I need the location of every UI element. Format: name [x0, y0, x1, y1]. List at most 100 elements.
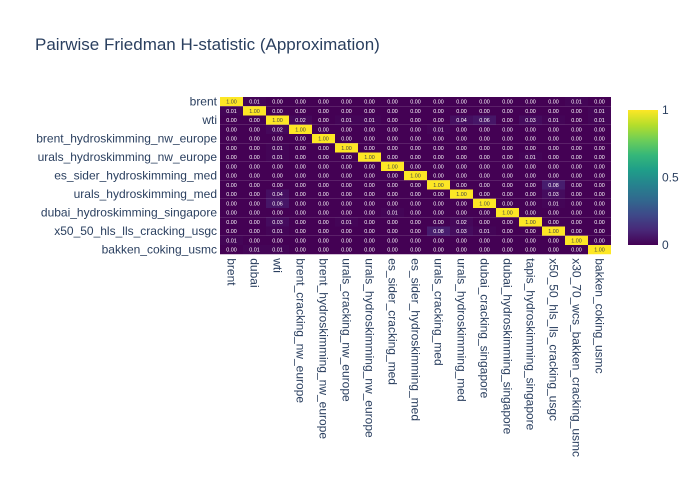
heatmap-cell: [427, 208, 450, 218]
heatmap-cell: [404, 97, 427, 107]
heatmap-cell-label: 0.00: [594, 146, 605, 152]
heatmap-cell: [381, 208, 404, 218]
heatmap-cell-label: 0.00: [387, 238, 398, 244]
heatmap-cell-label: 0.00: [594, 229, 605, 235]
heatmap-cell: [519, 235, 542, 245]
heatmap-cell: [335, 245, 358, 255]
heatmap-cell: [358, 171, 381, 181]
heatmap-cell-label: 1.00: [272, 118, 283, 124]
heatmap-cell: [220, 143, 243, 153]
heatmap-cell: [519, 217, 542, 227]
heatmap-cell-label: 0.00: [479, 238, 490, 244]
heatmap-cell: [496, 180, 519, 190]
heatmap-cell-label: 0.00: [410, 238, 421, 244]
heatmap-cell: [266, 97, 289, 107]
heatmap-cell-label: 0.00: [341, 100, 352, 106]
heatmap-cell-label: 0.00: [249, 229, 260, 235]
heatmap-cell-label: 0.00: [249, 137, 260, 143]
heatmap-cell: [542, 171, 565, 181]
heatmap-cell-label: 0.00: [502, 238, 513, 244]
heatmap-cell: [220, 180, 243, 190]
heatmap-cell-label: 0.00: [272, 174, 283, 180]
heatmap-cell: [243, 161, 266, 171]
heatmap-cell: [565, 189, 588, 199]
heatmap-cell-label: 0.00: [594, 137, 605, 143]
heatmap-cell-label: 0.00: [502, 100, 513, 106]
heatmap-cell: [473, 180, 496, 190]
heatmap-cell-label: 1.00: [502, 211, 513, 217]
heatmap-cell-label: 0.00: [318, 155, 329, 161]
heatmap-cell: [404, 189, 427, 199]
heatmap-cell: [404, 143, 427, 153]
heatmap-cell-label: 0.00: [433, 137, 444, 143]
heatmap-cell-label: 0.00: [571, 192, 582, 198]
heatmap-cell-label: 0.00: [594, 183, 605, 189]
heatmap-cell: [519, 124, 542, 134]
heatmap-cell: [266, 134, 289, 144]
heatmap-cell: [542, 152, 565, 162]
x-tick-label: dubai_cracking_singapore: [478, 258, 492, 398]
heatmap-cell-label: 0.00: [318, 238, 329, 244]
heatmap-cell: [473, 161, 496, 171]
heatmap-cell-label: 0.00: [594, 174, 605, 180]
heatmap-cell: [427, 189, 450, 199]
heatmap-cell-label: 0.00: [525, 192, 536, 198]
heatmap-cell-label: 0.06: [479, 118, 490, 124]
heatmap-cell-label: 0.00: [502, 146, 513, 152]
heatmap-cell-label: 0.00: [433, 109, 444, 115]
heatmap-cell-label: 0.00: [272, 137, 283, 143]
heatmap-cell-label: 0.01: [433, 127, 444, 133]
heatmap-cell-label: 0.00: [456, 201, 467, 207]
heatmap-cell-label: 0.00: [387, 248, 398, 254]
heatmap-cell-label: 0.00: [249, 238, 260, 244]
heatmap-cell: [427, 198, 450, 208]
heatmap-cell: [381, 124, 404, 134]
heatmap-cell-label: 0.00: [433, 100, 444, 106]
heatmap-cell-label: 0.01: [594, 109, 605, 115]
heatmap-cell: [243, 226, 266, 236]
heatmap-cell-label: 0.06: [272, 201, 283, 207]
heatmap-cell: [519, 115, 542, 125]
heatmap-cell: [404, 226, 427, 236]
y-tick-label: brent_hydroskimming_nw_europe: [36, 132, 217, 146]
heatmap-cell-label: 0.00: [410, 211, 421, 217]
heatmap-cell: [220, 235, 243, 245]
heatmap-cell: [427, 217, 450, 227]
heatmap-cell-label: 0.00: [433, 220, 444, 226]
heatmap-cell-label: 0.01: [249, 100, 260, 106]
heatmap-cell-label: 0.00: [502, 164, 513, 170]
heatmap-cell-label: 0.00: [548, 146, 559, 152]
heatmap-cell: [220, 106, 243, 116]
heatmap-cell-label: 0.00: [571, 118, 582, 124]
heatmap-cell-label: 0.00: [364, 127, 375, 133]
heatmap-cell-label: 0.00: [272, 211, 283, 217]
heatmap-cell: [381, 143, 404, 153]
heatmap-cell: [519, 189, 542, 199]
heatmap-cell-label: 0.00: [479, 174, 490, 180]
heatmap-cell-label: 0.00: [364, 201, 375, 207]
heatmap-cell-label: 0.00: [387, 155, 398, 161]
heatmap-cell-label: 0.00: [249, 127, 260, 133]
x-tick-label: x50_50_hls_lls_cracking_usgc: [547, 258, 561, 421]
heatmap-cell: [588, 235, 611, 245]
heatmap-cell-label: 0.00: [594, 155, 605, 161]
heatmap-cell-label: 0.00: [364, 183, 375, 189]
heatmap-cell-label: 0.00: [249, 174, 260, 180]
heatmap-cell: [588, 152, 611, 162]
heatmap-cell: [335, 226, 358, 236]
heatmap-cell: [243, 152, 266, 162]
heatmap-cell-label: 0.01: [548, 201, 559, 207]
heatmap-cell: [519, 198, 542, 208]
heatmap-cell: [588, 171, 611, 181]
heatmap-cell: [220, 226, 243, 236]
heatmap-cell: [565, 124, 588, 134]
heatmap-cell-label: 0.00: [364, 164, 375, 170]
heatmap-cell-label: 1.00: [364, 155, 375, 161]
heatmap-cell-label: 0.00: [502, 220, 513, 226]
heatmap-cell-label: 0.00: [295, 164, 306, 170]
heatmap-cell-label: 0.00: [410, 146, 421, 152]
heatmap-cell: [289, 208, 312, 218]
heatmap-cell-label: 0.00: [295, 174, 306, 180]
heatmap-cell: [565, 171, 588, 181]
heatmap-cell: [243, 198, 266, 208]
